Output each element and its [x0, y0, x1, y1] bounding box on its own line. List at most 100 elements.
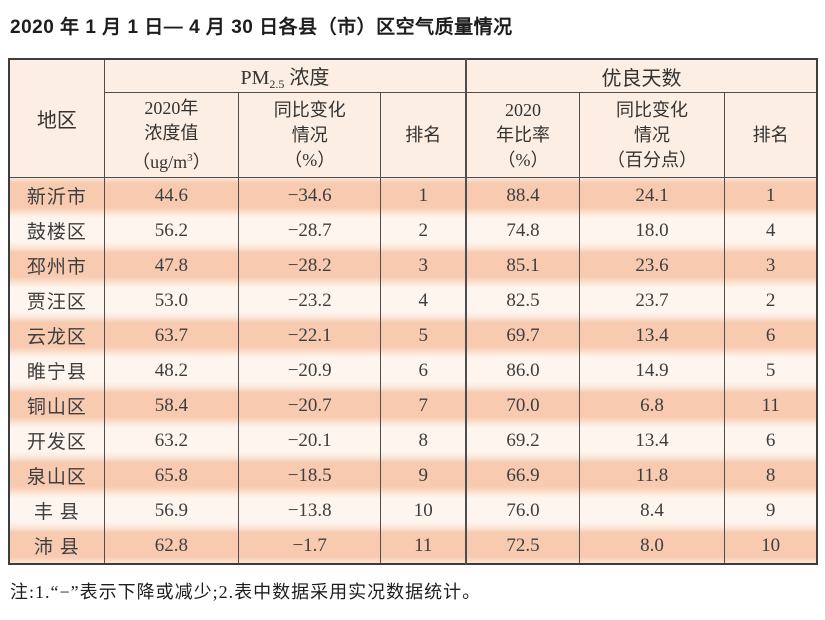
cell-days_rank: 5: [724, 353, 818, 388]
col-header-days-rank: 排名: [724, 92, 818, 178]
cell-region: 云龙区: [8, 318, 105, 353]
cell-pm_rank: 3: [380, 248, 467, 283]
cell-pm_rank: 9: [380, 458, 467, 493]
group-header-pm25: PM2.5 浓度: [103, 58, 467, 93]
header-line: 浓度值: [144, 122, 199, 143]
cell-days_rank: 2: [724, 283, 818, 318]
cell-pm_value: 48.2: [103, 353, 240, 388]
cell-days_rate: 66.9: [465, 458, 580, 493]
group-header-good-days: 优良天数: [465, 58, 818, 93]
cell-pm_rank: 1: [380, 177, 467, 213]
cell-days_rank: 10: [724, 528, 818, 564]
cell-days_rank: 6: [724, 423, 818, 458]
cell-days_change: 14.9: [578, 353, 726, 388]
cell-pm_rank: 2: [380, 213, 467, 248]
col-header-region: 地区: [8, 58, 105, 178]
cell-pm_value: 63.2: [103, 423, 240, 458]
table-row: 新沂市 44.6 −34.6 1 88.4 24.1 1: [8, 177, 818, 213]
cell-pm_rank: 10: [380, 493, 467, 528]
unit-superscript: 3: [187, 151, 193, 164]
cell-pm_value: 56.9: [103, 493, 240, 528]
cell-days_rank: 4: [724, 213, 818, 248]
header-line: 情况: [291, 124, 328, 145]
cell-days_rate: 82.5: [465, 283, 580, 318]
cell-days_change: 8.0: [578, 528, 726, 564]
cell-region: 新沂市: [8, 177, 105, 213]
col-header-days-change: 同比变化 情况 （百分点）: [578, 92, 726, 178]
page-title: 2020 年 1 月 1 日— 4 月 30 日各县（市）区空气质量情况: [10, 17, 513, 38]
sub-header-row: 2020年 浓度值 （ug/m3） 同比变化 情况 （%） 排名 2020 年比…: [9, 92, 818, 178]
header-line: （%）: [497, 149, 549, 170]
cell-pm_change: −28.2: [238, 248, 382, 283]
table-header: 地区 PM2.5 浓度 优良天数 2020年 浓度值 （ug/m3） 同比变化 …: [8, 58, 818, 178]
cell-pm_change: −23.2: [238, 283, 382, 318]
cell-region: 铜山区: [8, 388, 105, 423]
cell-region: 沛 县: [8, 528, 105, 564]
header-line: 情况: [634, 124, 671, 145]
air-quality-table: 地区 PM2.5 浓度 优良天数 2020年 浓度值 （ug/m3） 同比变化 …: [8, 58, 818, 565]
table-row: 沛 县 62.8 −1.7 11 72.5 8.0 10: [8, 528, 818, 564]
cell-days_rate: 86.0: [465, 353, 580, 388]
cell-days_rate: 70.0: [465, 388, 580, 423]
table-row: 鼓楼区 56.2 −28.7 2 74.8 18.0 4: [8, 213, 818, 248]
table-row: 邳州市 47.8 −28.2 3 85.1 23.6 3: [8, 248, 818, 283]
cell-pm_value: 44.6: [103, 177, 240, 213]
header-line: 2020: [504, 99, 541, 120]
cell-days_rate: 88.4: [465, 177, 580, 213]
cell-days_rate: 74.8: [465, 213, 580, 248]
cell-pm_value: 47.8: [103, 248, 240, 283]
cell-pm_change: −28.7: [238, 213, 382, 248]
table-row: 云龙区 63.7 −22.1 5 69.7 13.4 6: [8, 318, 818, 353]
cell-region: 开发区: [8, 423, 105, 458]
col-header-pm-change: 同比变化 情况 （%）: [238, 92, 382, 178]
table-row: 泉山区 65.8 −18.5 9 66.9 11.8 8: [8, 458, 818, 493]
cell-days_change: 11.8: [578, 458, 726, 493]
cell-pm_value: 58.4: [103, 388, 240, 423]
table-body: 新沂市 44.6 −34.6 1 88.4 24.1 1 鼓楼区 56.2 −28.7 2 74.8 1…: [8, 177, 818, 564]
col-header-pm-rank: 排名: [380, 92, 467, 178]
cell-days_rate: 76.0: [465, 493, 580, 528]
header-line: 同比变化: [273, 99, 346, 120]
cell-region: 睢宁县: [8, 353, 105, 388]
cell-days_rate: 72.5: [465, 528, 580, 564]
cell-pm_change: −20.7: [238, 388, 382, 423]
cell-pm_change: −13.8: [238, 493, 382, 528]
cell-region: 邳州市: [8, 248, 105, 283]
cell-days_change: 24.1: [578, 177, 726, 213]
cell-days_rank: 11: [724, 388, 818, 423]
cell-days_rate: 69.7: [465, 318, 580, 353]
cell-days_change: 13.4: [578, 318, 726, 353]
cell-days_rank: 9: [724, 493, 818, 528]
cell-days_change: 6.8: [578, 388, 726, 423]
header-line: 年比率: [495, 124, 550, 145]
cell-days_change: 18.0: [578, 213, 726, 248]
cell-pm_rank: 8: [380, 423, 467, 458]
cell-pm_value: 63.7: [103, 318, 240, 353]
header-line: （%）: [284, 149, 336, 170]
cell-days_rank: 1: [724, 177, 818, 213]
table-row: 贾汪区 53.0 −23.2 4 82.5 23.7 2: [8, 283, 818, 318]
cell-region: 泉山区: [8, 458, 105, 493]
cell-pm_change: −20.1: [238, 423, 382, 458]
unit-suffix: ）: [192, 151, 211, 172]
cell-pm_value: 65.8: [103, 458, 240, 493]
cell-region: 鼓楼区: [8, 213, 105, 248]
cell-region: 丰 县: [8, 493, 105, 528]
cell-pm_rank: 6: [380, 353, 467, 388]
cell-pm_rank: 11: [380, 528, 467, 564]
header-line: （百分点）: [607, 149, 698, 170]
cell-pm_rank: 4: [380, 283, 467, 318]
table-row: 开发区 63.2 −20.1 8 69.2 13.4 6: [8, 423, 818, 458]
cell-days_change: 13.4: [578, 423, 726, 458]
cell-pm_rank: 7: [380, 388, 467, 423]
cell-pm_change: −22.1: [238, 318, 382, 353]
unit-prefix: （ug/m: [132, 151, 188, 172]
header-line: 同比变化: [616, 99, 689, 120]
cell-region: 贾汪区: [8, 283, 105, 318]
col-header-pm-value: 2020年 浓度值 （ug/m3）: [103, 92, 240, 178]
cell-pm_value: 53.0: [103, 283, 240, 318]
table-row: 丰 县 56.9 −13.8 10 76.0 8.4 9: [8, 493, 818, 528]
table-row: 铜山区 58.4 −20.7 7 70.0 6.8 11: [8, 388, 818, 423]
cell-pm_change: −18.5: [238, 458, 382, 493]
